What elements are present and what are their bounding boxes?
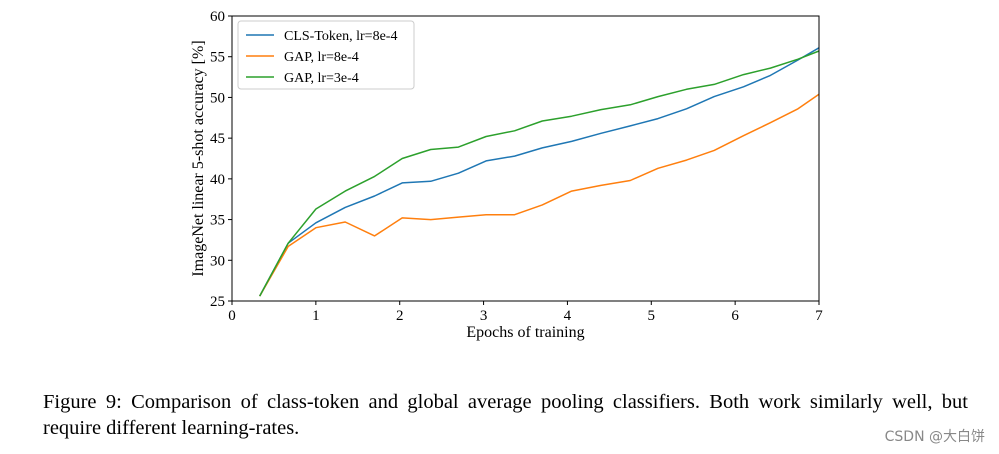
axes-frame [231,15,820,302]
figure-caption: Figure 9: Comparison of class-token and … [43,391,968,439]
x-tick-label: 5 [648,308,656,324]
y-tick-label: 30 [210,253,225,269]
x-tick-label: 1 [312,308,320,324]
y-ticks: 25 30 35 40 45 50 55 60 [210,9,232,310]
x-tick-label: 2 [396,308,404,324]
y-tick-label: 40 [210,172,225,188]
legend-label: GAP, lr=3e-4 [284,71,359,86]
y-tick-label: 25 [210,294,225,310]
legend: CLS-Token, lr=8e-4 GAP, lr=8e-4 GAP, lr=3e… [237,20,415,90]
x-ticks: 0 1 2 3 4 5 6 7 [228,301,823,324]
x-tick-label: 0 [228,308,236,324]
y-tick-label: 35 [210,213,225,229]
x-tick-label: 7 [815,308,823,324]
plot-lines [259,47,820,297]
x-tick-label: 6 [731,308,739,324]
legend-label: GAP, lr=8e-4 [284,50,359,65]
y-tick-label: 50 [210,90,225,106]
legend-label: CLS-Token, lr=8e-4 [284,29,397,44]
x-tick-label: 4 [564,308,572,324]
y-tick-label: 60 [210,9,225,25]
x-tick-label: 3 [480,308,488,324]
series-line [259,50,820,297]
series-line [259,47,820,297]
y-tick-label: 55 [210,50,225,66]
watermark: CSDN @大白饼 [884,429,985,445]
y-tick-label: 45 [210,131,225,147]
x-axis-label: Epochs of training [466,324,584,341]
series-line [259,93,820,297]
legend-box [237,20,415,90]
y-axis-label: ImageNet linear 5-shot accuracy [%] [190,40,207,276]
